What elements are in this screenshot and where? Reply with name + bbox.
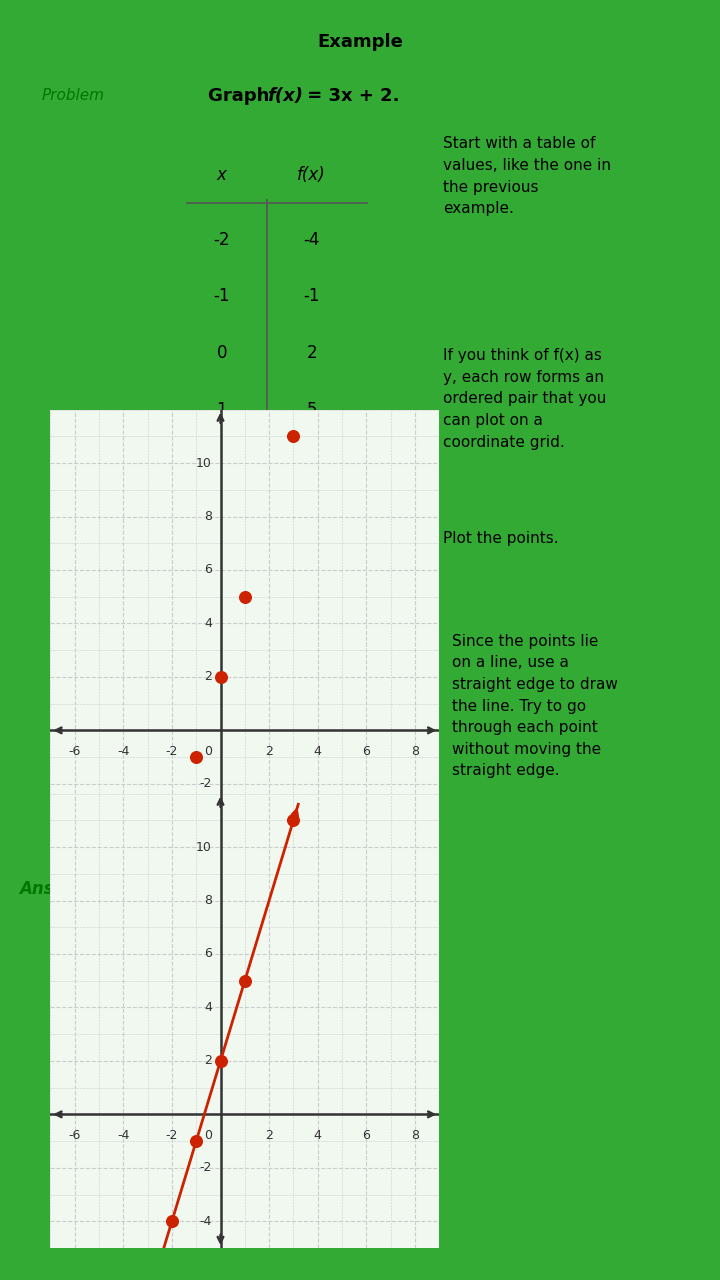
Text: 4: 4 <box>204 1001 212 1014</box>
Point <box>239 970 251 991</box>
Point <box>190 1130 202 1151</box>
Point <box>166 1211 178 1231</box>
Text: Plot the points.: Plot the points. <box>443 531 559 545</box>
Text: -2: -2 <box>199 1161 212 1174</box>
Text: = 3x + 2.: = 3x + 2. <box>301 87 400 105</box>
Text: 2: 2 <box>265 1129 273 1142</box>
Text: 11: 11 <box>301 457 323 475</box>
Text: Example: Example <box>317 33 403 51</box>
Text: 6: 6 <box>204 947 212 960</box>
Text: 3: 3 <box>217 457 227 475</box>
Text: x: x <box>217 166 227 184</box>
Text: -4: -4 <box>199 1215 212 1228</box>
Point <box>190 746 202 767</box>
Text: If you think of f(x) as
y, each row forms an
ordered pair that you
can plot on a: If you think of f(x) as y, each row form… <box>443 348 606 449</box>
Point <box>166 827 178 847</box>
Text: Since the points lie
on a line, use a
straight edge to draw
the line. Try to go
: Since the points lie on a line, use a st… <box>451 634 618 778</box>
Text: 6: 6 <box>362 745 370 758</box>
Text: 4: 4 <box>314 745 322 758</box>
Text: f(x): f(x) <box>297 166 326 184</box>
Text: 0: 0 <box>217 344 227 362</box>
Text: 2: 2 <box>204 1055 212 1068</box>
Text: 4: 4 <box>204 617 212 630</box>
Text: 0: 0 <box>204 1129 212 1142</box>
Text: -4: -4 <box>117 1129 130 1142</box>
Text: 8: 8 <box>411 745 419 758</box>
Point <box>215 667 226 687</box>
Point <box>288 426 300 447</box>
Text: -2: -2 <box>166 1129 178 1142</box>
Text: 2: 2 <box>306 344 317 362</box>
Text: -1: -1 <box>303 288 320 306</box>
Text: 10: 10 <box>196 457 212 470</box>
Text: 1: 1 <box>217 401 227 419</box>
Text: Problem: Problem <box>42 88 105 104</box>
Text: 2: 2 <box>204 671 212 684</box>
Text: 6: 6 <box>204 563 212 576</box>
Text: -4: -4 <box>199 831 212 844</box>
Text: 6: 6 <box>362 1129 370 1142</box>
Point <box>239 586 251 607</box>
Text: -1: -1 <box>214 288 230 306</box>
Text: -6: -6 <box>68 1129 81 1142</box>
Text: -4: -4 <box>117 745 130 758</box>
Text: Start with a table of
values, like the one in
the previous
example.: Start with a table of values, like the o… <box>443 137 611 216</box>
Text: 8: 8 <box>411 1129 419 1142</box>
Text: 8: 8 <box>204 509 212 524</box>
Text: 2: 2 <box>265 745 273 758</box>
Point <box>288 810 300 831</box>
Text: -6: -6 <box>68 745 81 758</box>
Text: Answer: Answer <box>19 879 89 899</box>
Text: 0: 0 <box>204 745 212 758</box>
Text: 4: 4 <box>314 1129 322 1142</box>
Text: Graph: Graph <box>208 87 276 105</box>
Text: -2: -2 <box>166 745 178 758</box>
Text: 5: 5 <box>307 401 317 419</box>
Text: f(x): f(x) <box>266 87 302 105</box>
Text: 10: 10 <box>196 841 212 854</box>
Text: 8: 8 <box>204 893 212 908</box>
Text: -4: -4 <box>303 230 320 248</box>
Text: -2: -2 <box>214 230 230 248</box>
Point <box>215 1051 226 1071</box>
Text: -2: -2 <box>199 777 212 790</box>
